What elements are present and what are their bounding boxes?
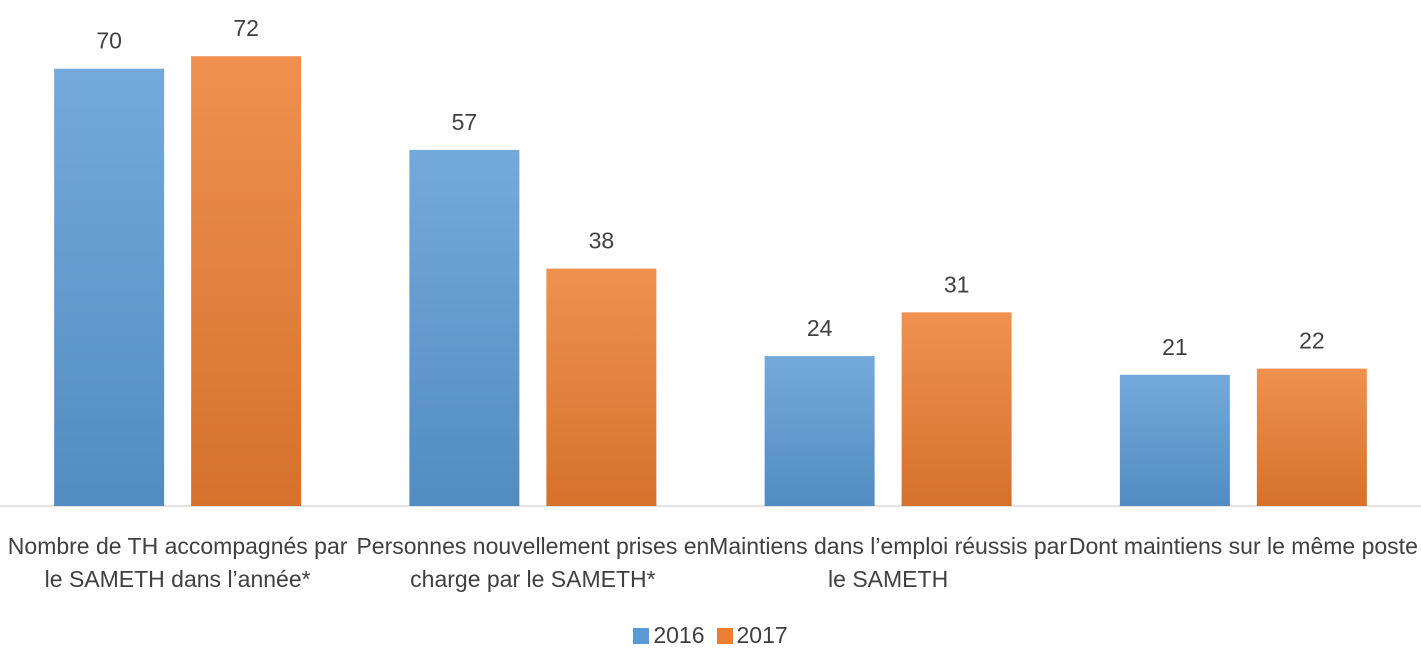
legend-item: 2017 <box>716 622 788 649</box>
x-tick-label: Personnes nouvellement prises en charge … <box>356 533 710 592</box>
bar <box>54 68 165 506</box>
legend-swatch <box>716 627 733 644</box>
legend: 2016 2017 <box>0 622 1421 649</box>
data-label: 31 <box>944 271 970 297</box>
data-label: 24 <box>807 315 833 341</box>
bar <box>409 149 520 507</box>
bar <box>191 56 302 506</box>
legend-label: 2017 <box>736 622 788 648</box>
data-label: 21 <box>1162 334 1188 360</box>
x-tick-label: Nombre de TH accompagnés par le SAMETH d… <box>7 533 348 592</box>
legend-label: 2016 <box>653 622 705 648</box>
bar <box>764 356 875 506</box>
data-label: 57 <box>452 109 478 135</box>
legend-item: 2016 <box>633 622 705 649</box>
x-tick-label: Maintiens dans l’emploi réussis par le S… <box>709 533 1068 592</box>
data-label: 70 <box>96 28 122 54</box>
data-label: 22 <box>1299 328 1325 354</box>
bar <box>1256 368 1367 506</box>
bar <box>1119 374 1230 506</box>
data-label: 38 <box>589 228 615 254</box>
legend-swatch <box>633 627 650 644</box>
data-label: 72 <box>233 15 259 41</box>
bar <box>901 312 1012 506</box>
bar <box>546 268 657 506</box>
x-tick-label: Dont maintiens sur le même poste <box>1068 533 1418 559</box>
